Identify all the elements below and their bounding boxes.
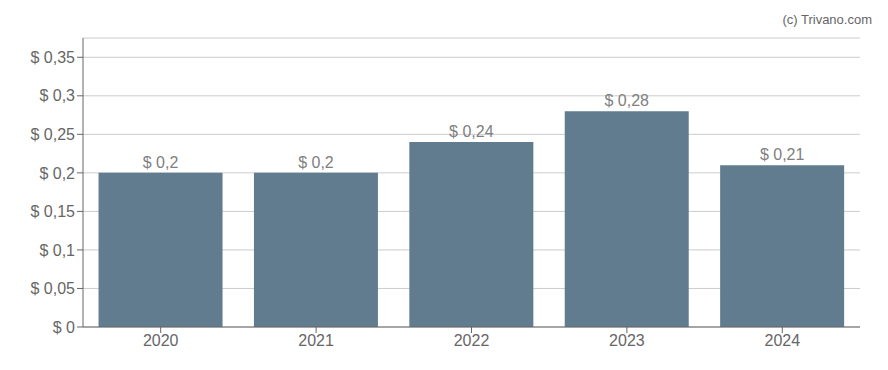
svg-text:$ 0,21: $ 0,21 — [760, 146, 805, 163]
svg-text:2022: 2022 — [454, 332, 490, 349]
svg-text:2020: 2020 — [143, 332, 179, 349]
svg-text:2021: 2021 — [298, 332, 334, 349]
svg-text:2023: 2023 — [609, 332, 645, 349]
svg-text:$ 0,3: $ 0,3 — [39, 87, 75, 104]
svg-text:$ 0,1: $ 0,1 — [39, 242, 75, 259]
svg-text:$ 0,2: $ 0,2 — [39, 165, 75, 182]
svg-text:$ 0,2: $ 0,2 — [298, 154, 334, 171]
svg-text:$ 0,2: $ 0,2 — [143, 154, 179, 171]
svg-text:$ 0,05: $ 0,05 — [31, 280, 76, 297]
svg-text:$ 0: $ 0 — [53, 319, 75, 336]
svg-text:$ 0,15: $ 0,15 — [31, 203, 76, 220]
svg-text:$ 0,25: $ 0,25 — [31, 126, 76, 143]
html-text:(c) Trivano.com: (c) Trivano.com — [782, 12, 872, 27]
svg-text:2024: 2024 — [765, 332, 801, 349]
svg-text:$ 0,24: $ 0,24 — [449, 123, 494, 140]
svg-text:$ 0,35: $ 0,35 — [31, 49, 76, 66]
svg-text:$ 0,28: $ 0,28 — [604, 92, 649, 109]
